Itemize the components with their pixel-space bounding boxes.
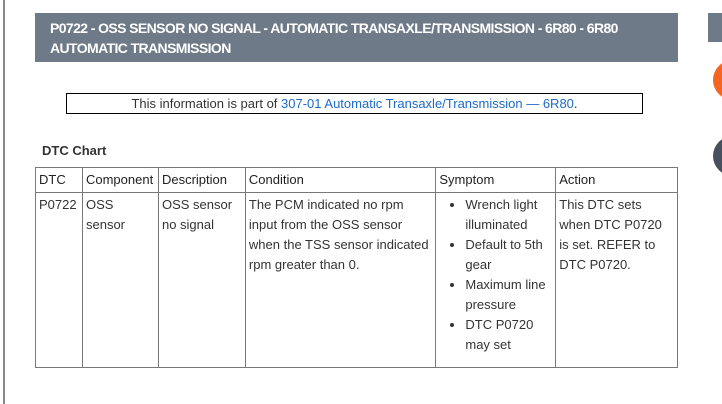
table-row: P0722 OSS sensor OSS sensor no signal Th… — [35, 192, 678, 368]
cell-component: OSS sensor — [81, 192, 159, 368]
info-box: This information is part of 307-01 Autom… — [66, 93, 643, 114]
col-dtc: DTC — [35, 167, 83, 193]
info-prefix: This information is part of — [131, 96, 282, 111]
dark-circle-button[interactable] — [713, 136, 722, 176]
side-panel-header — [708, 13, 722, 42]
cell-symptom: Wrench light illuminated Default to 5th … — [435, 192, 557, 368]
cell-dtc: P0722 — [35, 192, 83, 368]
table-header-row: DTC Component Description Condition Symp… — [35, 167, 678, 193]
dtc-table: DTC Component Description Condition Symp… — [35, 167, 678, 368]
col-description: Description — [157, 167, 246, 193]
col-component: Component — [81, 167, 159, 193]
cell-action: This DTC sets when DTC P0720 is set. REF… — [555, 192, 678, 368]
cell-description: OSS sensor no signal — [157, 192, 246, 368]
chart-title: DTC Chart — [42, 143, 107, 158]
col-symptom: Symptom — [435, 167, 557, 193]
symptom-item: Wrench light illuminated — [465, 195, 552, 235]
symptom-item: DTC P0720 may set — [465, 315, 552, 355]
symptom-item: Default to 5th gear — [465, 235, 552, 275]
info-suffix: . — [573, 96, 578, 111]
page-title: P0722 - OSS SENSOR NO SIGNAL - AUTOMATIC… — [35, 13, 678, 62]
orange-circle-button[interactable] — [713, 60, 722, 100]
col-condition: Condition — [244, 167, 437, 193]
symptom-item: Maximum line pressure — [465, 275, 552, 315]
cell-condition: The PCM indicated no rpm input from the … — [244, 192, 437, 368]
col-action: Action — [555, 167, 678, 193]
left-border — [3, 0, 5, 404]
section-link[interactable]: 307-01 Automatic Transaxle/Transmission … — [281, 96, 574, 111]
